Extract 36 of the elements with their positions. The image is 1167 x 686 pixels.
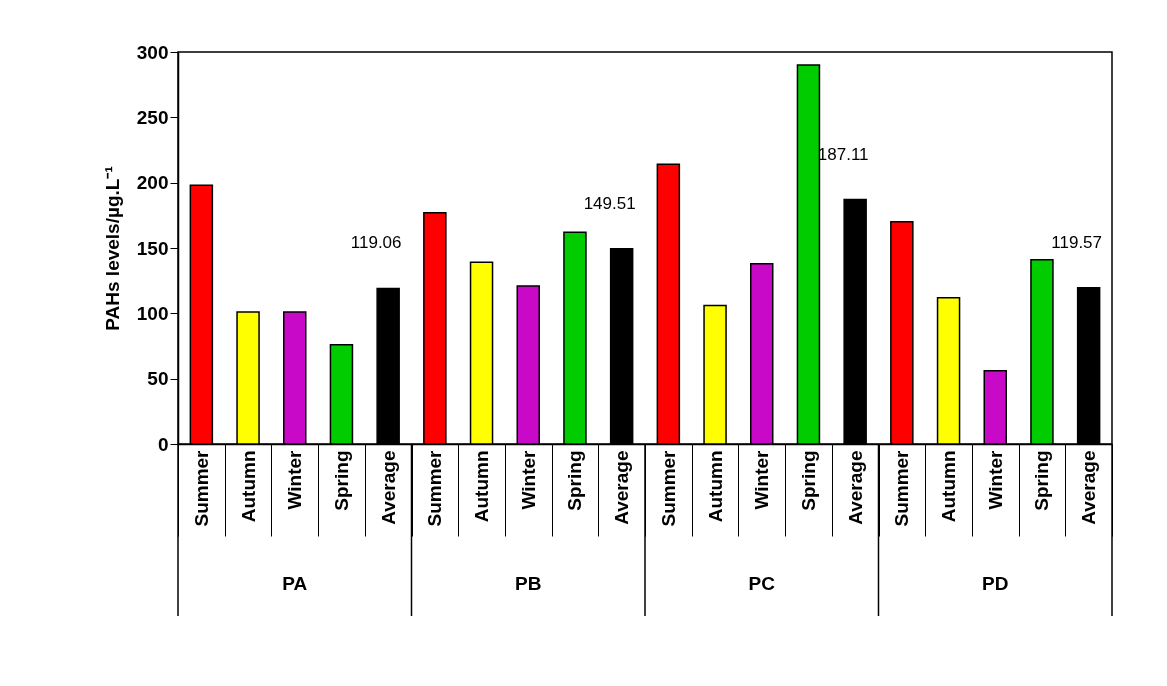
y-tick-label: 0: [157, 433, 169, 455]
data-label: 187.11: [817, 144, 869, 164]
x-tick-label: Winter: [517, 449, 539, 510]
x-tick-label: Autumn: [704, 450, 726, 523]
y-tick-label: 150: [136, 237, 169, 259]
x-tick-label: Spring: [330, 450, 352, 511]
text: PB: [515, 573, 542, 594]
x-tick-label: Summer: [424, 449, 446, 527]
text: PA: [282, 573, 308, 594]
x-tick-label: Autumn: [471, 450, 493, 523]
x-tick-label: Summer: [657, 449, 679, 527]
x-tick-label: Average: [377, 450, 399, 525]
x-tick-label: Average: [1078, 450, 1100, 525]
y-tick-label: 300: [136, 41, 169, 63]
text: PD: [982, 573, 1009, 594]
text: PC: [748, 573, 776, 594]
x-tick-label: Spring: [1031, 450, 1053, 511]
x-tick-label: Spring: [564, 450, 586, 511]
data-label: 119.57: [1051, 232, 1103, 252]
x-tick-label: Average: [844, 450, 866, 525]
data-label: 119.06: [350, 233, 402, 253]
y-tick-label: 200: [136, 172, 169, 194]
x-tick-label: Average: [611, 450, 633, 525]
y-tick-label: 100: [136, 302, 169, 324]
data-label: 149.51: [583, 193, 636, 213]
y-tick-label: 50: [147, 368, 169, 390]
x-tick-label: Autumn: [938, 450, 960, 523]
x-tick-label: Autumn: [237, 450, 259, 523]
y-tick-label: 250: [136, 106, 169, 128]
x-tick-label: Winter: [751, 449, 773, 510]
x-tick-label: Winter: [284, 449, 306, 510]
x-tick-label: Spring: [797, 450, 819, 511]
y-axis-title: PAHs levels/µg.L⁻¹: [101, 166, 123, 331]
x-tick-label: Winter: [984, 449, 1006, 510]
x-tick-label: Summer: [190, 449, 212, 527]
x-tick-label: Summer: [891, 449, 913, 527]
